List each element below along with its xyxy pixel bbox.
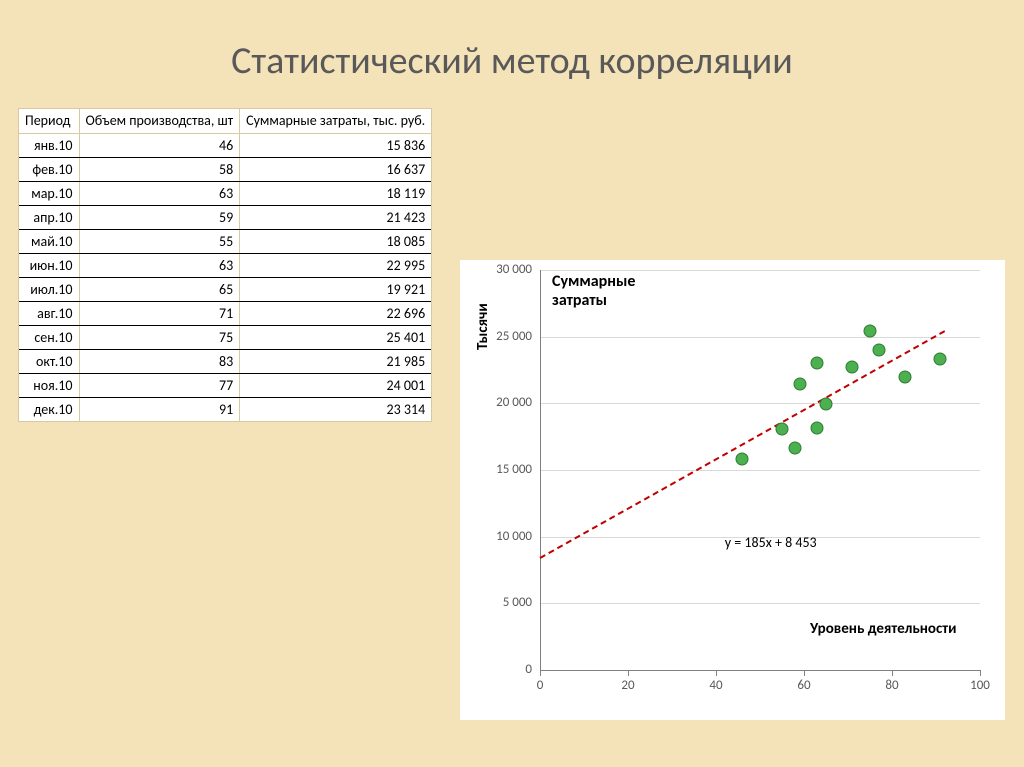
- x-tick-label: 0: [528, 678, 552, 693]
- table-cell: фев.10: [19, 157, 79, 181]
- scatter-point: [789, 442, 802, 455]
- table-cell: 22 696: [240, 301, 432, 325]
- table-cell: 16 637: [240, 157, 432, 181]
- table-row: май.105518 085: [19, 229, 431, 253]
- scatter-point: [811, 422, 824, 435]
- col-header-cost: Суммарные затраты, тыс. руб.: [240, 109, 432, 133]
- scatter-point: [872, 343, 885, 356]
- table-row: ноя.107724 001: [19, 373, 431, 397]
- x-tick-label: 100: [968, 678, 992, 693]
- trendline-equation: y = 185x + 8 453: [725, 534, 817, 551]
- table-cell: 58: [79, 157, 240, 181]
- data-table-container: Период Объем производства, шт Суммарные …: [18, 108, 432, 422]
- table-cell: 77: [79, 373, 240, 397]
- table-cell: 71: [79, 301, 240, 325]
- table-cell: июл.10: [19, 277, 79, 301]
- y-tick-label: 5 000: [477, 595, 532, 610]
- table-cell: 59: [79, 205, 240, 229]
- table-cell: янв.10: [19, 133, 79, 157]
- table-cell: сен.10: [19, 325, 79, 349]
- col-header-period: Период: [19, 109, 79, 133]
- y-tick-label: 25 000: [477, 329, 532, 344]
- table-cell: 46: [79, 133, 240, 157]
- table-cell: 21 985: [240, 349, 432, 373]
- table-row: апр.105921 423: [19, 205, 431, 229]
- x-axis-label: Уровень деятельности: [810, 620, 956, 638]
- table-cell: 15 836: [240, 133, 432, 157]
- page-title: Статистический метод корреляции: [0, 38, 1024, 84]
- table-row: июл.106519 921: [19, 277, 431, 301]
- plot-area: 05 00010 00015 00020 00025 00030 0000204…: [540, 270, 980, 670]
- y-tick-label: 10 000: [477, 529, 532, 544]
- col-header-volume: Объем производства, шт: [79, 109, 240, 133]
- table-cell: май.10: [19, 229, 79, 253]
- table-row: дек.109123 314: [19, 397, 431, 421]
- table-cell: 75: [79, 325, 240, 349]
- table-cell: дек.10: [19, 397, 79, 421]
- table-cell: 63: [79, 253, 240, 277]
- scatter-chart: Тысячи Суммарныезатраты 05 00010 00015 0…: [460, 260, 1005, 720]
- table-cell: 18 085: [240, 229, 432, 253]
- x-tick: [980, 670, 981, 676]
- table-cell: 83: [79, 349, 240, 373]
- slide-background: Статистический метод корреляции Период О…: [0, 0, 1024, 767]
- table-row: июн.106322 995: [19, 253, 431, 277]
- table-cell: 55: [79, 229, 240, 253]
- table-row: мар.106318 119: [19, 181, 431, 205]
- table-header-row: Период Объем производства, шт Суммарные …: [19, 109, 431, 133]
- y-tick-label: 30 000: [477, 262, 532, 277]
- table-cell: апр.10: [19, 205, 79, 229]
- x-tick-label: 40: [704, 678, 728, 693]
- x-tick-label: 20: [616, 678, 640, 693]
- y-axis: [540, 270, 541, 670]
- x-axis: [540, 670, 980, 671]
- table-cell: 65: [79, 277, 240, 301]
- gridline: [540, 470, 980, 471]
- data-table: Период Объем производства, шт Суммарные …: [19, 109, 431, 421]
- table-cell: окт.10: [19, 349, 79, 373]
- table-cell: 63: [79, 181, 240, 205]
- x-tick-label: 60: [792, 678, 816, 693]
- gridline: [540, 603, 980, 604]
- gridline: [540, 270, 980, 271]
- table-cell: 21 423: [240, 205, 432, 229]
- y-tick-label: 20 000: [477, 395, 532, 410]
- table-cell: 18 119: [240, 181, 432, 205]
- table-cell: 23 314: [240, 397, 432, 421]
- table-cell: 25 401: [240, 325, 432, 349]
- table-row: окт.108321 985: [19, 349, 431, 373]
- table-row: фев.105816 637: [19, 157, 431, 181]
- gridline: [540, 337, 980, 338]
- table-cell: мар.10: [19, 181, 79, 205]
- table-cell: 19 921: [240, 277, 432, 301]
- scatter-point: [899, 370, 912, 383]
- scatter-point: [793, 378, 806, 391]
- trendline: [540, 330, 946, 559]
- gridline: [540, 403, 980, 404]
- scatter-point: [934, 353, 947, 366]
- table-row: янв.104615 836: [19, 133, 431, 157]
- y-tick-label: 15 000: [477, 462, 532, 477]
- table-row: авг.107122 696: [19, 301, 431, 325]
- table-row: сен.107525 401: [19, 325, 431, 349]
- table-cell: 24 001: [240, 373, 432, 397]
- table-cell: авг.10: [19, 301, 79, 325]
- scatter-point: [864, 325, 877, 338]
- scatter-point: [820, 398, 833, 411]
- table-cell: 91: [79, 397, 240, 421]
- scatter-point: [846, 361, 859, 374]
- scatter-point: [736, 452, 749, 465]
- scatter-point: [811, 357, 824, 370]
- y-tick-label: 0: [477, 662, 532, 677]
- table-cell: 22 995: [240, 253, 432, 277]
- table-cell: июн.10: [19, 253, 79, 277]
- scatter-point: [776, 422, 789, 435]
- table-cell: ноя.10: [19, 373, 79, 397]
- x-tick-label: 80: [880, 678, 904, 693]
